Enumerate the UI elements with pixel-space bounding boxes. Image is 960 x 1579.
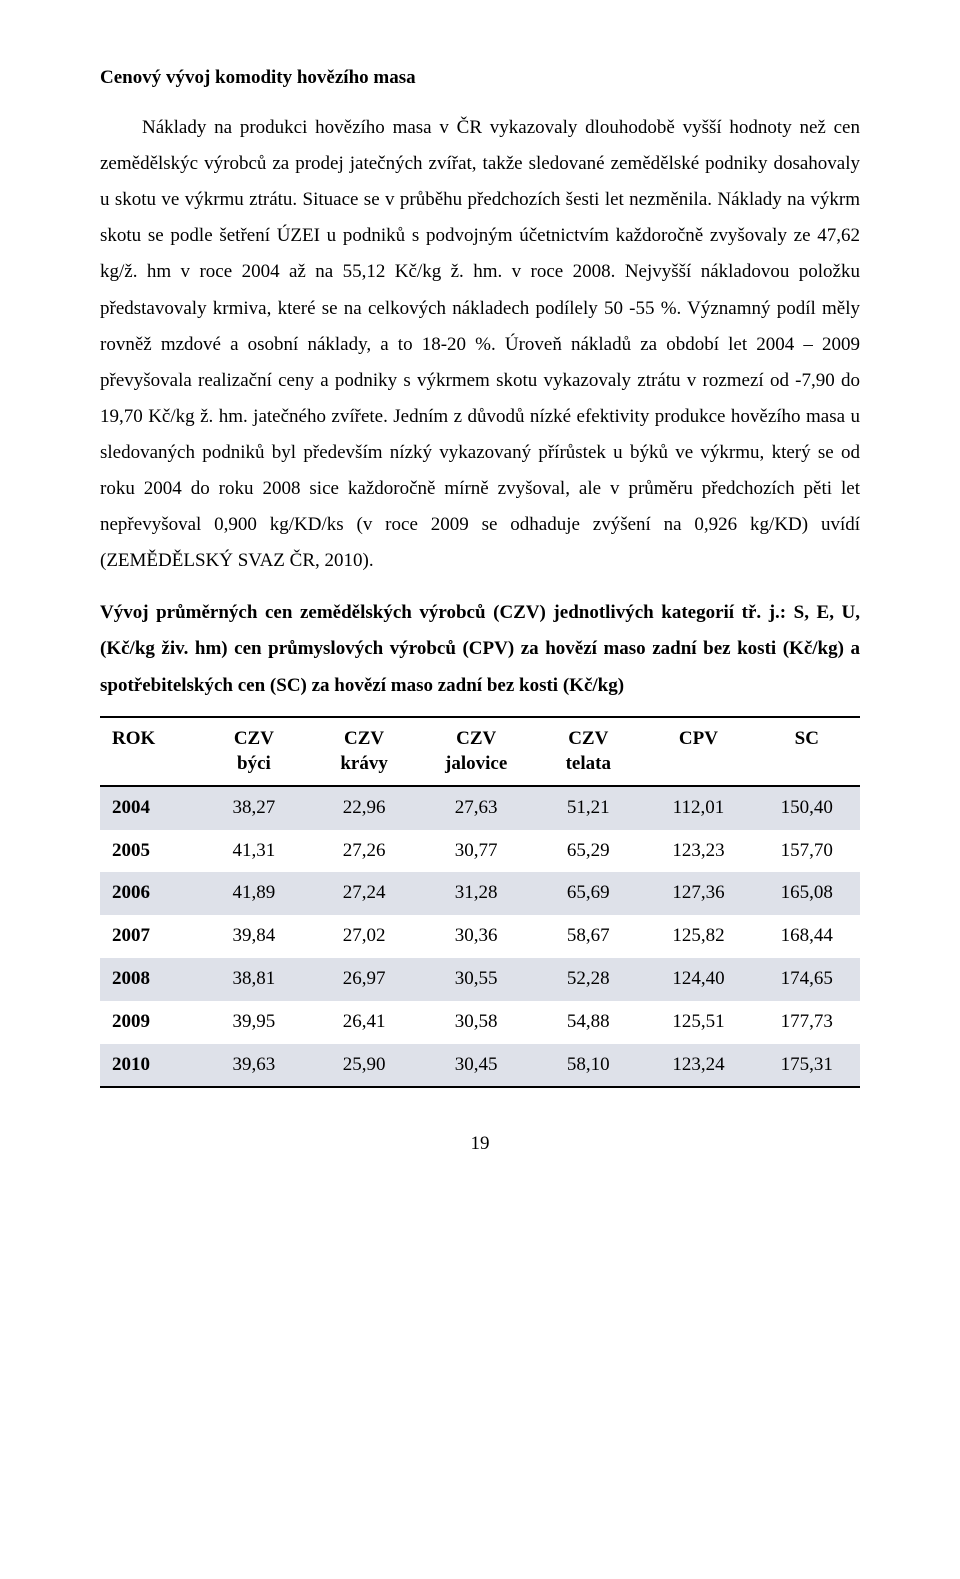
table-row: 200641,8927,2431,2865,69127,36165,08 (100, 872, 860, 915)
table-cell: 125,82 (643, 915, 753, 958)
table-cell: 174,65 (754, 958, 860, 1001)
table-row: 200739,8427,0230,3658,67125,82168,44 (100, 915, 860, 958)
table-cell: 165,08 (754, 872, 860, 915)
table-cell: 26,97 (309, 958, 419, 1001)
table-row: 201039,6325,9030,4558,10123,24175,31 (100, 1044, 860, 1088)
table-cell: 22,96 (309, 786, 419, 830)
table-col-header: CZVkrávy (309, 717, 419, 786)
table-body: 200438,2722,9627,6351,21112,01150,402005… (100, 786, 860, 1088)
table-heading: Vývoj průměrných cen zemědělských výrobc… (100, 595, 860, 703)
table-cell: 41,31 (199, 830, 309, 873)
table-cell: 27,24 (309, 872, 419, 915)
table-row: 200939,9526,4130,5854,88125,51177,73 (100, 1001, 860, 1044)
table-cell: 2010 (100, 1044, 199, 1088)
table-col-header: CZVjalovice (419, 717, 533, 786)
table-col-header: ROK (100, 717, 199, 786)
table-cell: 30,77 (419, 830, 533, 873)
table-cell: 150,40 (754, 786, 860, 830)
table-cell: 27,02 (309, 915, 419, 958)
table-cell: 38,27 (199, 786, 309, 830)
table-cell: 2005 (100, 830, 199, 873)
table-cell: 51,21 (533, 786, 643, 830)
table-cell: 41,89 (199, 872, 309, 915)
table-cell: 65,29 (533, 830, 643, 873)
table-head: ROKCZVbýciCZVkrávyCZVjaloviceCZVtelataCP… (100, 717, 860, 786)
table-col-header: CZVtelata (533, 717, 643, 786)
table-cell: 26,41 (309, 1001, 419, 1044)
price-table: ROKCZVbýciCZVkrávyCZVjaloviceCZVtelataCP… (100, 716, 860, 1089)
table-cell: 39,95 (199, 1001, 309, 1044)
section-heading: Cenový vývoj komodity hovězího masa (100, 60, 860, 96)
table-col-header: CZVbýci (199, 717, 309, 786)
table-row: 200838,8126,9730,5552,28124,40174,65 (100, 958, 860, 1001)
table-cell: 38,81 (199, 958, 309, 1001)
table-cell: 123,23 (643, 830, 753, 873)
table-cell: 123,24 (643, 1044, 753, 1088)
table-cell: 27,63 (419, 786, 533, 830)
table-cell: 58,67 (533, 915, 643, 958)
table-col-header: SC (754, 717, 860, 786)
table-cell: 2004 (100, 786, 199, 830)
table-cell: 39,84 (199, 915, 309, 958)
table-cell: 177,73 (754, 1001, 860, 1044)
table-cell: 112,01 (643, 786, 753, 830)
table-cell: 175,31 (754, 1044, 860, 1088)
page-number: 19 (100, 1126, 860, 1162)
table-cell: 124,40 (643, 958, 753, 1001)
table-cell: 31,28 (419, 872, 533, 915)
body-paragraph: Náklady na produkci hovězího masa v ČR v… (100, 110, 860, 579)
table-header-row: ROKCZVbýciCZVkrávyCZVjaloviceCZVtelataCP… (100, 717, 860, 786)
table-cell: 39,63 (199, 1044, 309, 1088)
table-cell: 27,26 (309, 830, 419, 873)
table-cell: 65,69 (533, 872, 643, 915)
table-col-header: CPV (643, 717, 753, 786)
table-cell: 30,45 (419, 1044, 533, 1088)
table-cell: 54,88 (533, 1001, 643, 1044)
table-cell: 30,55 (419, 958, 533, 1001)
table-cell: 157,70 (754, 830, 860, 873)
table-cell: 30,58 (419, 1001, 533, 1044)
table-cell: 125,51 (643, 1001, 753, 1044)
table-cell: 168,44 (754, 915, 860, 958)
table-cell: 52,28 (533, 958, 643, 1001)
table-cell: 2008 (100, 958, 199, 1001)
table-cell: 30,36 (419, 915, 533, 958)
table-cell: 25,90 (309, 1044, 419, 1088)
table-cell: 2009 (100, 1001, 199, 1044)
table-row: 200541,3127,2630,7765,29123,23157,70 (100, 830, 860, 873)
table-row: 200438,2722,9627,6351,21112,01150,40 (100, 786, 860, 830)
table-cell: 58,10 (533, 1044, 643, 1088)
table-cell: 127,36 (643, 872, 753, 915)
table-cell: 2006 (100, 872, 199, 915)
table-cell: 2007 (100, 915, 199, 958)
